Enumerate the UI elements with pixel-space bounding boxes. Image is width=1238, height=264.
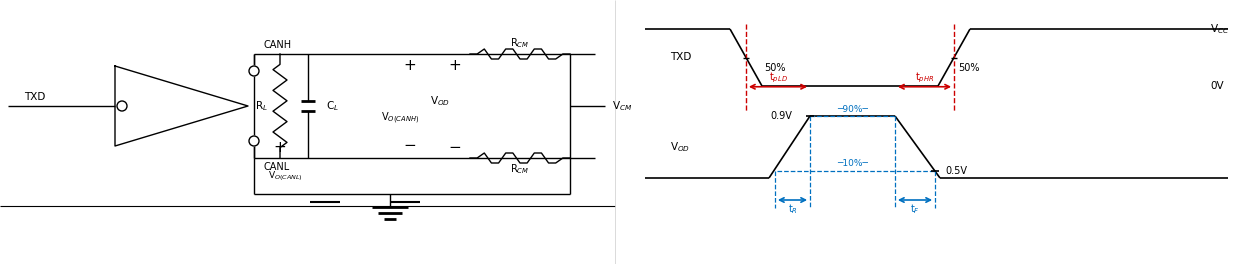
Text: R$_{CM}$: R$_{CM}$: [510, 162, 530, 176]
Text: t$_{pHR}$: t$_{pHR}$: [915, 70, 935, 85]
Text: V$_{CC}$: V$_{CC}$: [1210, 22, 1229, 36]
Text: V$_{OD}$: V$_{OD}$: [670, 140, 690, 154]
Text: −: −: [448, 140, 462, 155]
Text: V$_{O(CANH)}$: V$_{O(CANH)}$: [381, 110, 420, 126]
Text: t$_{pLD}$: t$_{pLD}$: [769, 70, 787, 85]
Text: 50%: 50%: [958, 63, 979, 73]
Text: −: −: [404, 139, 416, 153]
Text: V$_{O(CANL)}$: V$_{O(CANL)}$: [267, 169, 302, 183]
Text: t$_R$: t$_R$: [787, 202, 797, 216]
Text: 0.9V: 0.9V: [770, 111, 792, 121]
Circle shape: [118, 101, 128, 111]
Circle shape: [249, 136, 259, 146]
Circle shape: [249, 66, 259, 76]
Text: +: +: [448, 59, 462, 73]
Text: ─10%─: ─10%─: [837, 159, 868, 168]
Text: CANL: CANL: [264, 162, 290, 172]
Text: t$_F$: t$_F$: [910, 202, 920, 216]
Text: +: +: [404, 59, 416, 73]
Text: TXD: TXD: [25, 92, 46, 102]
Text: 50%: 50%: [764, 63, 785, 73]
Text: V$_{OD}$: V$_{OD}$: [430, 94, 451, 108]
Text: R$_L$: R$_L$: [255, 99, 267, 113]
Text: CANH: CANH: [264, 40, 292, 50]
Text: +: +: [274, 140, 286, 155]
Text: 0.5V: 0.5V: [945, 166, 967, 176]
Text: C$_L$: C$_L$: [326, 99, 339, 113]
Text: V$_{CM}$: V$_{CM}$: [612, 99, 633, 113]
Text: TXD: TXD: [670, 53, 691, 63]
Text: R$_{CM}$: R$_{CM}$: [510, 36, 530, 50]
Text: ─90%─: ─90%─: [837, 105, 868, 114]
Text: 0V: 0V: [1210, 81, 1223, 91]
